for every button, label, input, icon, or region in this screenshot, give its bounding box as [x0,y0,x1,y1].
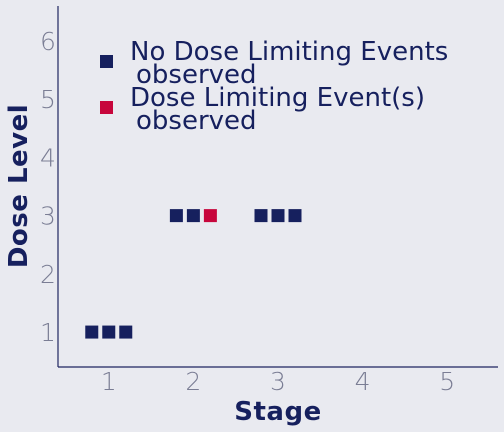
x-tick-label: 5 [439,367,455,396]
data-point-square [186,209,200,223]
y-tick-label: 4 [40,143,56,172]
legend-label: No Dose Limiting Events [130,37,448,67]
data-points [85,209,302,339]
x-axis-title: Stage [234,397,321,427]
legend-label: observed [136,60,257,90]
y-tick-label: 3 [40,202,56,231]
data-point-square [271,209,285,223]
axes [57,6,498,368]
y-tick-label: 1 [40,318,56,347]
y-tick-label: 6 [40,27,56,56]
data-point-square [169,209,183,223]
tick-labels: 1 2 3 4 5 1 2 3 4 5 6 [40,27,455,396]
legend-marker [100,55,113,68]
x-tick-label: 4 [355,367,371,396]
x-tick-label: 3 [270,367,286,396]
x-tick-label: 2 [185,367,201,396]
legend-label: Dose Limiting Event(s) [130,83,425,113]
legend-label: observed [136,106,257,136]
data-point-square [102,325,116,339]
data-point-square [254,209,268,223]
legend-marker [100,101,113,114]
y-tick-label: 2 [40,260,56,289]
y-tick-label: 5 [40,85,56,114]
data-point-square [119,325,133,339]
data-point-square [203,209,217,223]
data-point-square [85,325,99,339]
x-tick-label: 1 [101,367,117,396]
y-axis-title: Dose Level [4,104,34,268]
data-point-square [288,209,302,223]
